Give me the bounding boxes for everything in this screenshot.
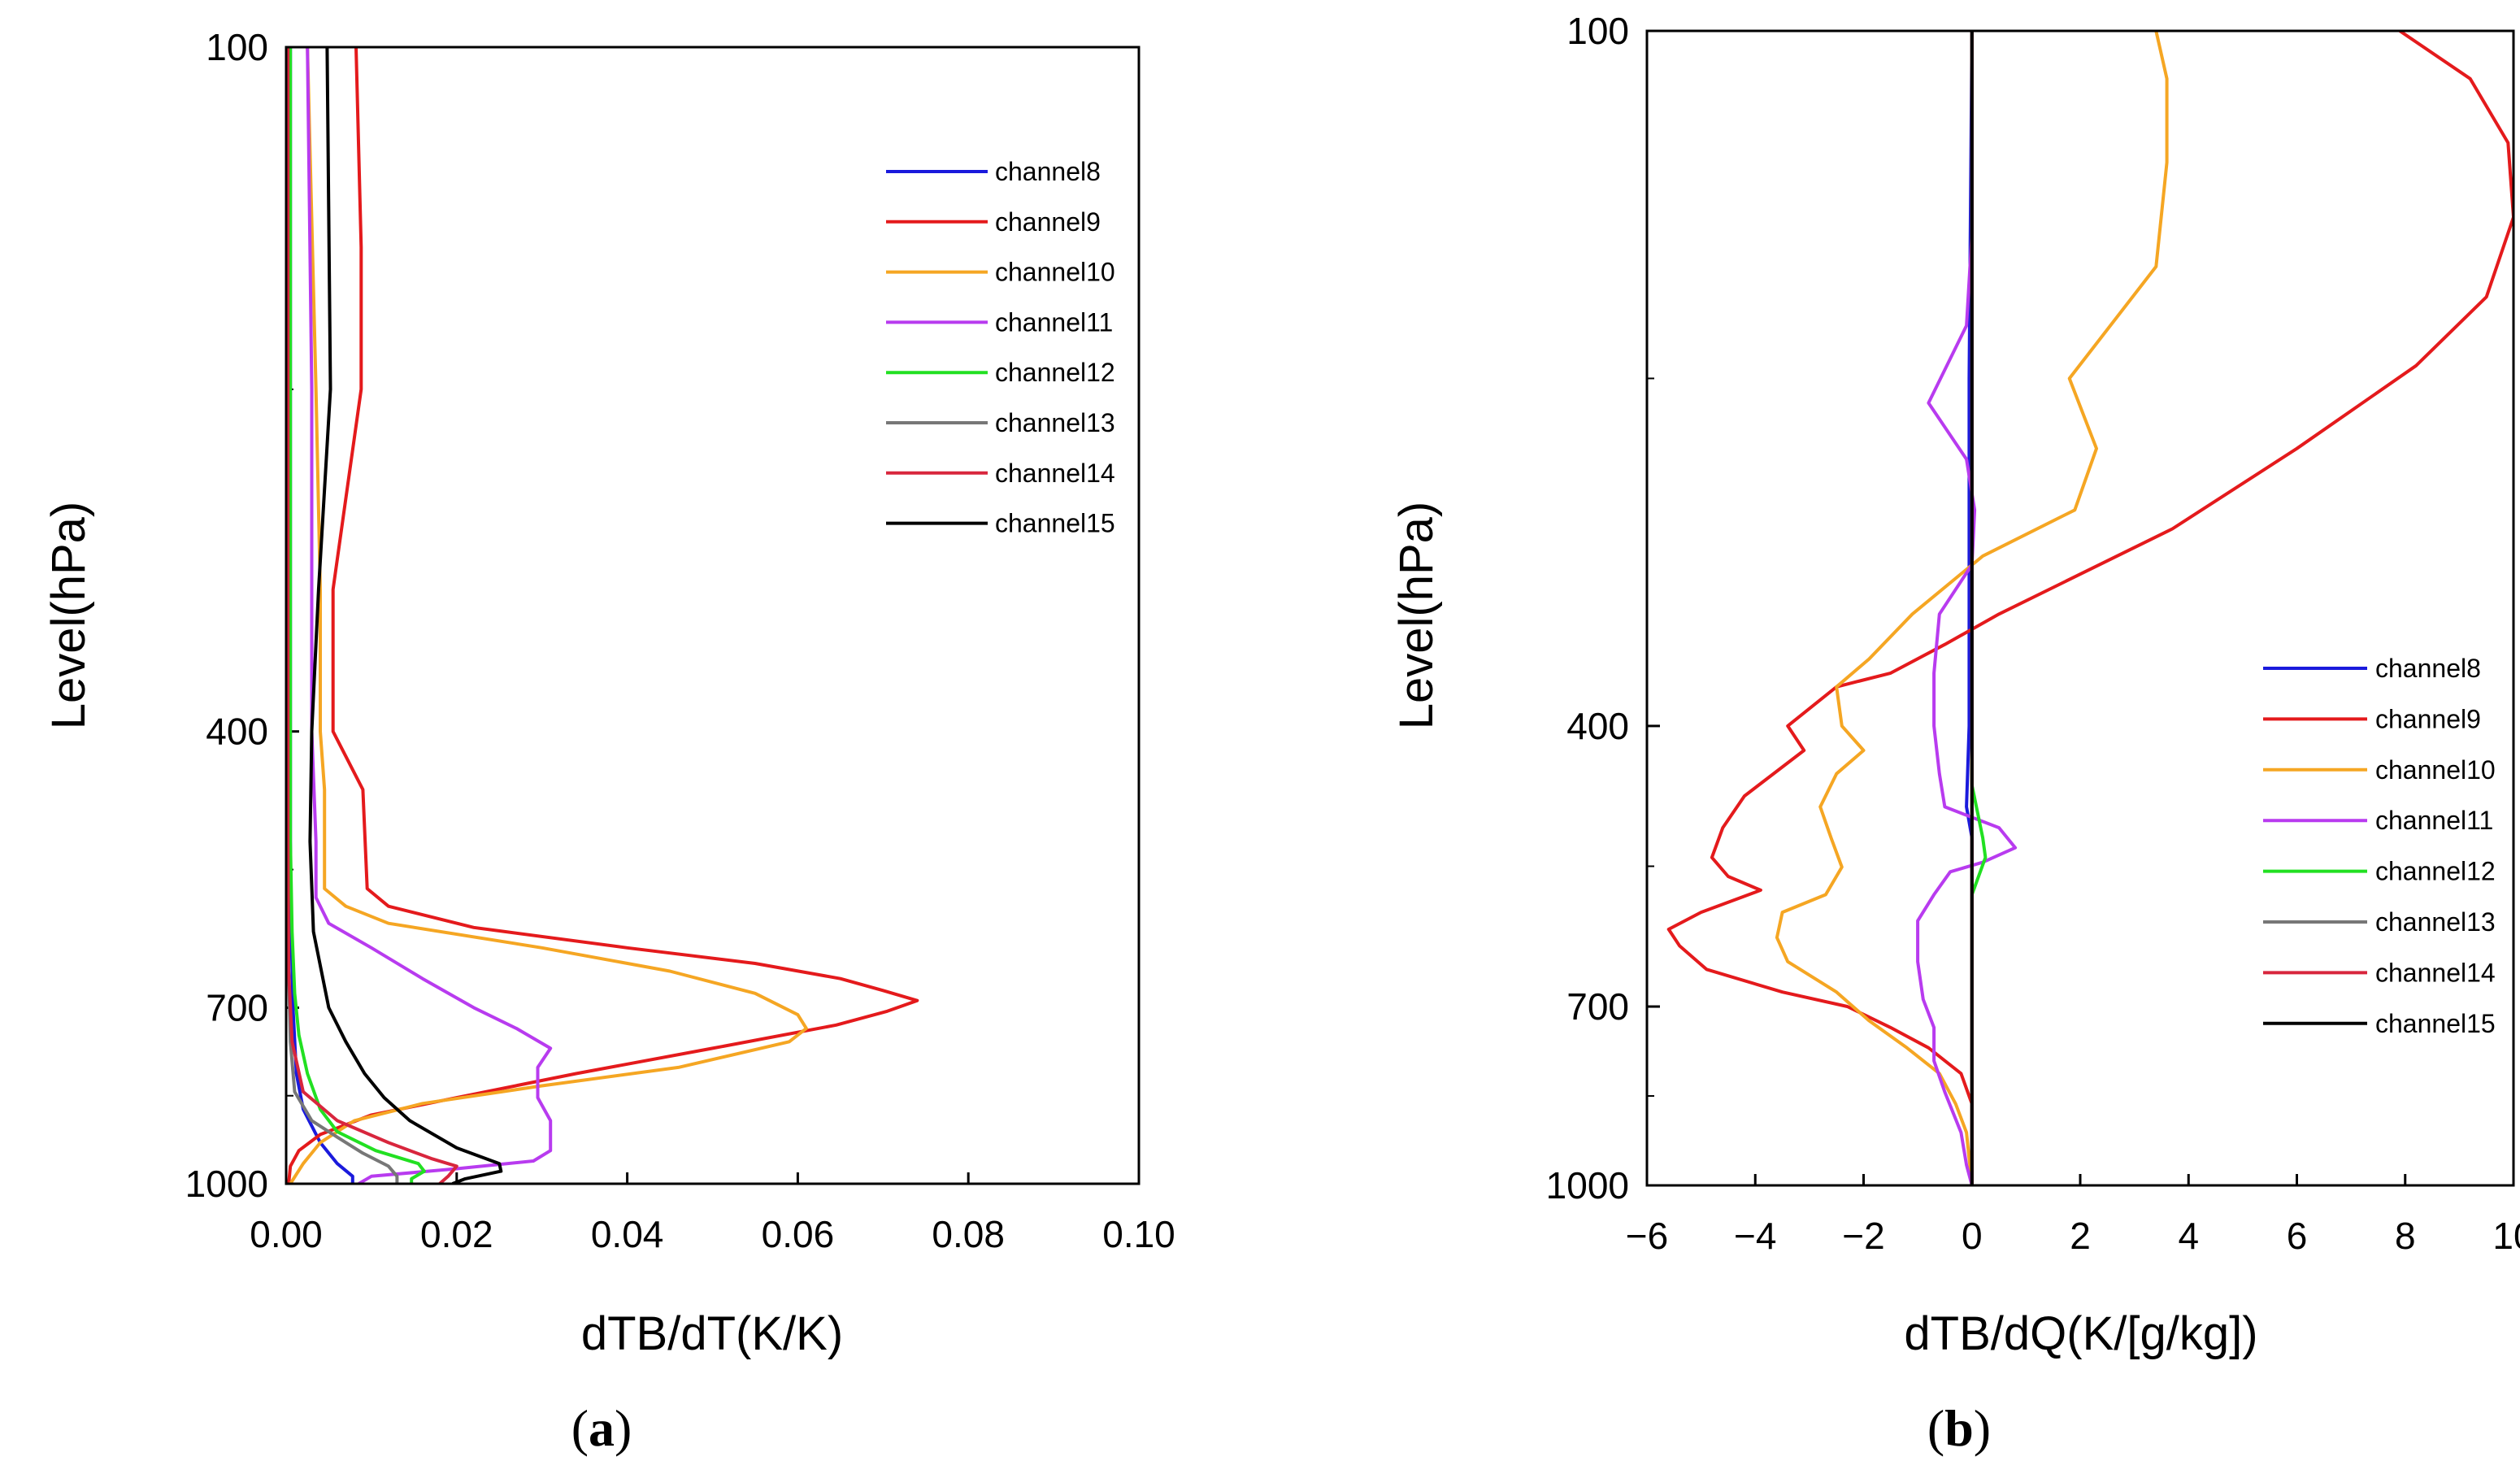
series-line-channel12 <box>289 47 426 1184</box>
panel-a-legend: channel8 channel9 channel10 channel11 channe… <box>886 157 1115 538</box>
legend-label-channel13: channel13 <box>2375 907 2496 937</box>
y-tick-label: 700 <box>1566 985 1629 1028</box>
panel-b-ticks: −6 −4 −2 0 2 4 6 8 10 100 400 700 1000 <box>1546 10 2520 1257</box>
x-tick-label: 0 <box>1962 1215 1983 1257</box>
legend-label-channel15: channel15 <box>2375 1009 2496 1038</box>
legend-label-channel9: channel9 <box>2375 704 2481 733</box>
legend-label-channel12: channel12 <box>995 358 1115 387</box>
panel-b-legend: channel8 channel9 channel10 channel11 channe… <box>2263 654 2496 1038</box>
panel-b-x-axis-title: dTB/dQ(K/[g/kg]) <box>1904 1307 2257 1360</box>
x-tick-label: 6 <box>2287 1215 2308 1257</box>
panel-b: −6−4−202468101004007001000 channel8chann… <box>1390 10 2520 1457</box>
panel-a-series <box>286 47 919 1184</box>
panel-a-label-letter: a <box>589 1399 615 1457</box>
series-line-channel14 <box>286 47 458 1184</box>
legend-label-channel10: channel10 <box>2375 755 2496 785</box>
x-tick-label: 2 <box>2070 1215 2091 1257</box>
panel-b-y-axis-title: Level(hPa) <box>1390 502 1443 729</box>
x-tick-label: 8 <box>2395 1215 2416 1257</box>
legend-label-channel12: channel12 <box>2375 857 2496 886</box>
series-line-channel11 <box>1916 31 2018 1185</box>
series-line-channel12 <box>1970 31 1988 1185</box>
legend-label-channel13: channel13 <box>995 408 1115 437</box>
panel-a-x-axis-title: dTB/dT(K/K) <box>581 1307 843 1360</box>
legend-label-channel14: channel14 <box>995 459 1115 488</box>
x-tick-label: 0.08 <box>932 1213 1005 1255</box>
panel-a-ticks: 0.00 0.02 0.04 0.06 0.08 0.10 100 400 700 1000 <box>185 26 1175 1255</box>
x-tick-label: 10 <box>2492 1215 2520 1257</box>
y-tick-label: 400 <box>1566 705 1629 747</box>
legend-label-channel8: channel8 <box>2375 654 2481 683</box>
series-line-channel10 <box>289 47 808 1184</box>
y-tick-label: 1000 <box>185 1163 268 1205</box>
series-line-channel11 <box>306 47 553 1184</box>
panel-b-series <box>1666 31 2513 1185</box>
legend-label-channel10: channel10 <box>995 258 1115 287</box>
panel-b-label: (b) <box>1927 1399 1991 1457</box>
legend-label-channel15: channel15 <box>995 509 1115 538</box>
legend-label-channel11: channel11 <box>2375 806 2493 835</box>
series-line-channel15 <box>308 47 503 1184</box>
panel-a: 0.00 0.02 0.04 0.06 0.08 0.10 100 400 700 1000 ch… <box>42 26 1175 1457</box>
y-tick-label: 400 <box>206 711 268 753</box>
y-tick-label: 100 <box>1566 10 1629 52</box>
y-tick-label: 100 <box>206 26 268 68</box>
x-tick-label: 0.04 <box>591 1213 664 1255</box>
x-tick-label: −6 <box>1626 1215 1668 1257</box>
x-tick-label: −2 <box>1842 1215 1884 1257</box>
legend-label-channel11: channel11 <box>995 307 1113 337</box>
series-line-channel9 <box>287 47 919 1184</box>
x-tick-label: 0.06 <box>762 1213 835 1255</box>
panel-a-y-axis-title: Level(hPa) <box>42 502 95 729</box>
series-line-channel10 <box>1775 31 2169 1185</box>
x-tick-label: 4 <box>2178 1215 2199 1257</box>
panel-b-label-letter: b <box>1944 1399 1974 1457</box>
legend-label-channel8: channel8 <box>995 157 1101 186</box>
panel-a-plot-frame <box>285 46 1141 1185</box>
y-tick-label: 700 <box>206 986 268 1028</box>
x-tick-label: −4 <box>1734 1215 1776 1257</box>
y-tick-label: 1000 <box>1546 1164 1629 1207</box>
legend-label-channel9: channel9 <box>995 207 1101 237</box>
series-line-channel13 <box>286 47 399 1184</box>
x-tick-label: 0.00 <box>250 1213 323 1255</box>
legend-label-channel14: channel14 <box>2375 958 2496 987</box>
x-tick-label: 0.02 <box>420 1213 493 1255</box>
panel-b-plot-frame <box>1645 29 2515 1187</box>
x-tick-label: 0.10 <box>1102 1213 1175 1255</box>
panel-a-label: (a) <box>571 1399 632 1457</box>
